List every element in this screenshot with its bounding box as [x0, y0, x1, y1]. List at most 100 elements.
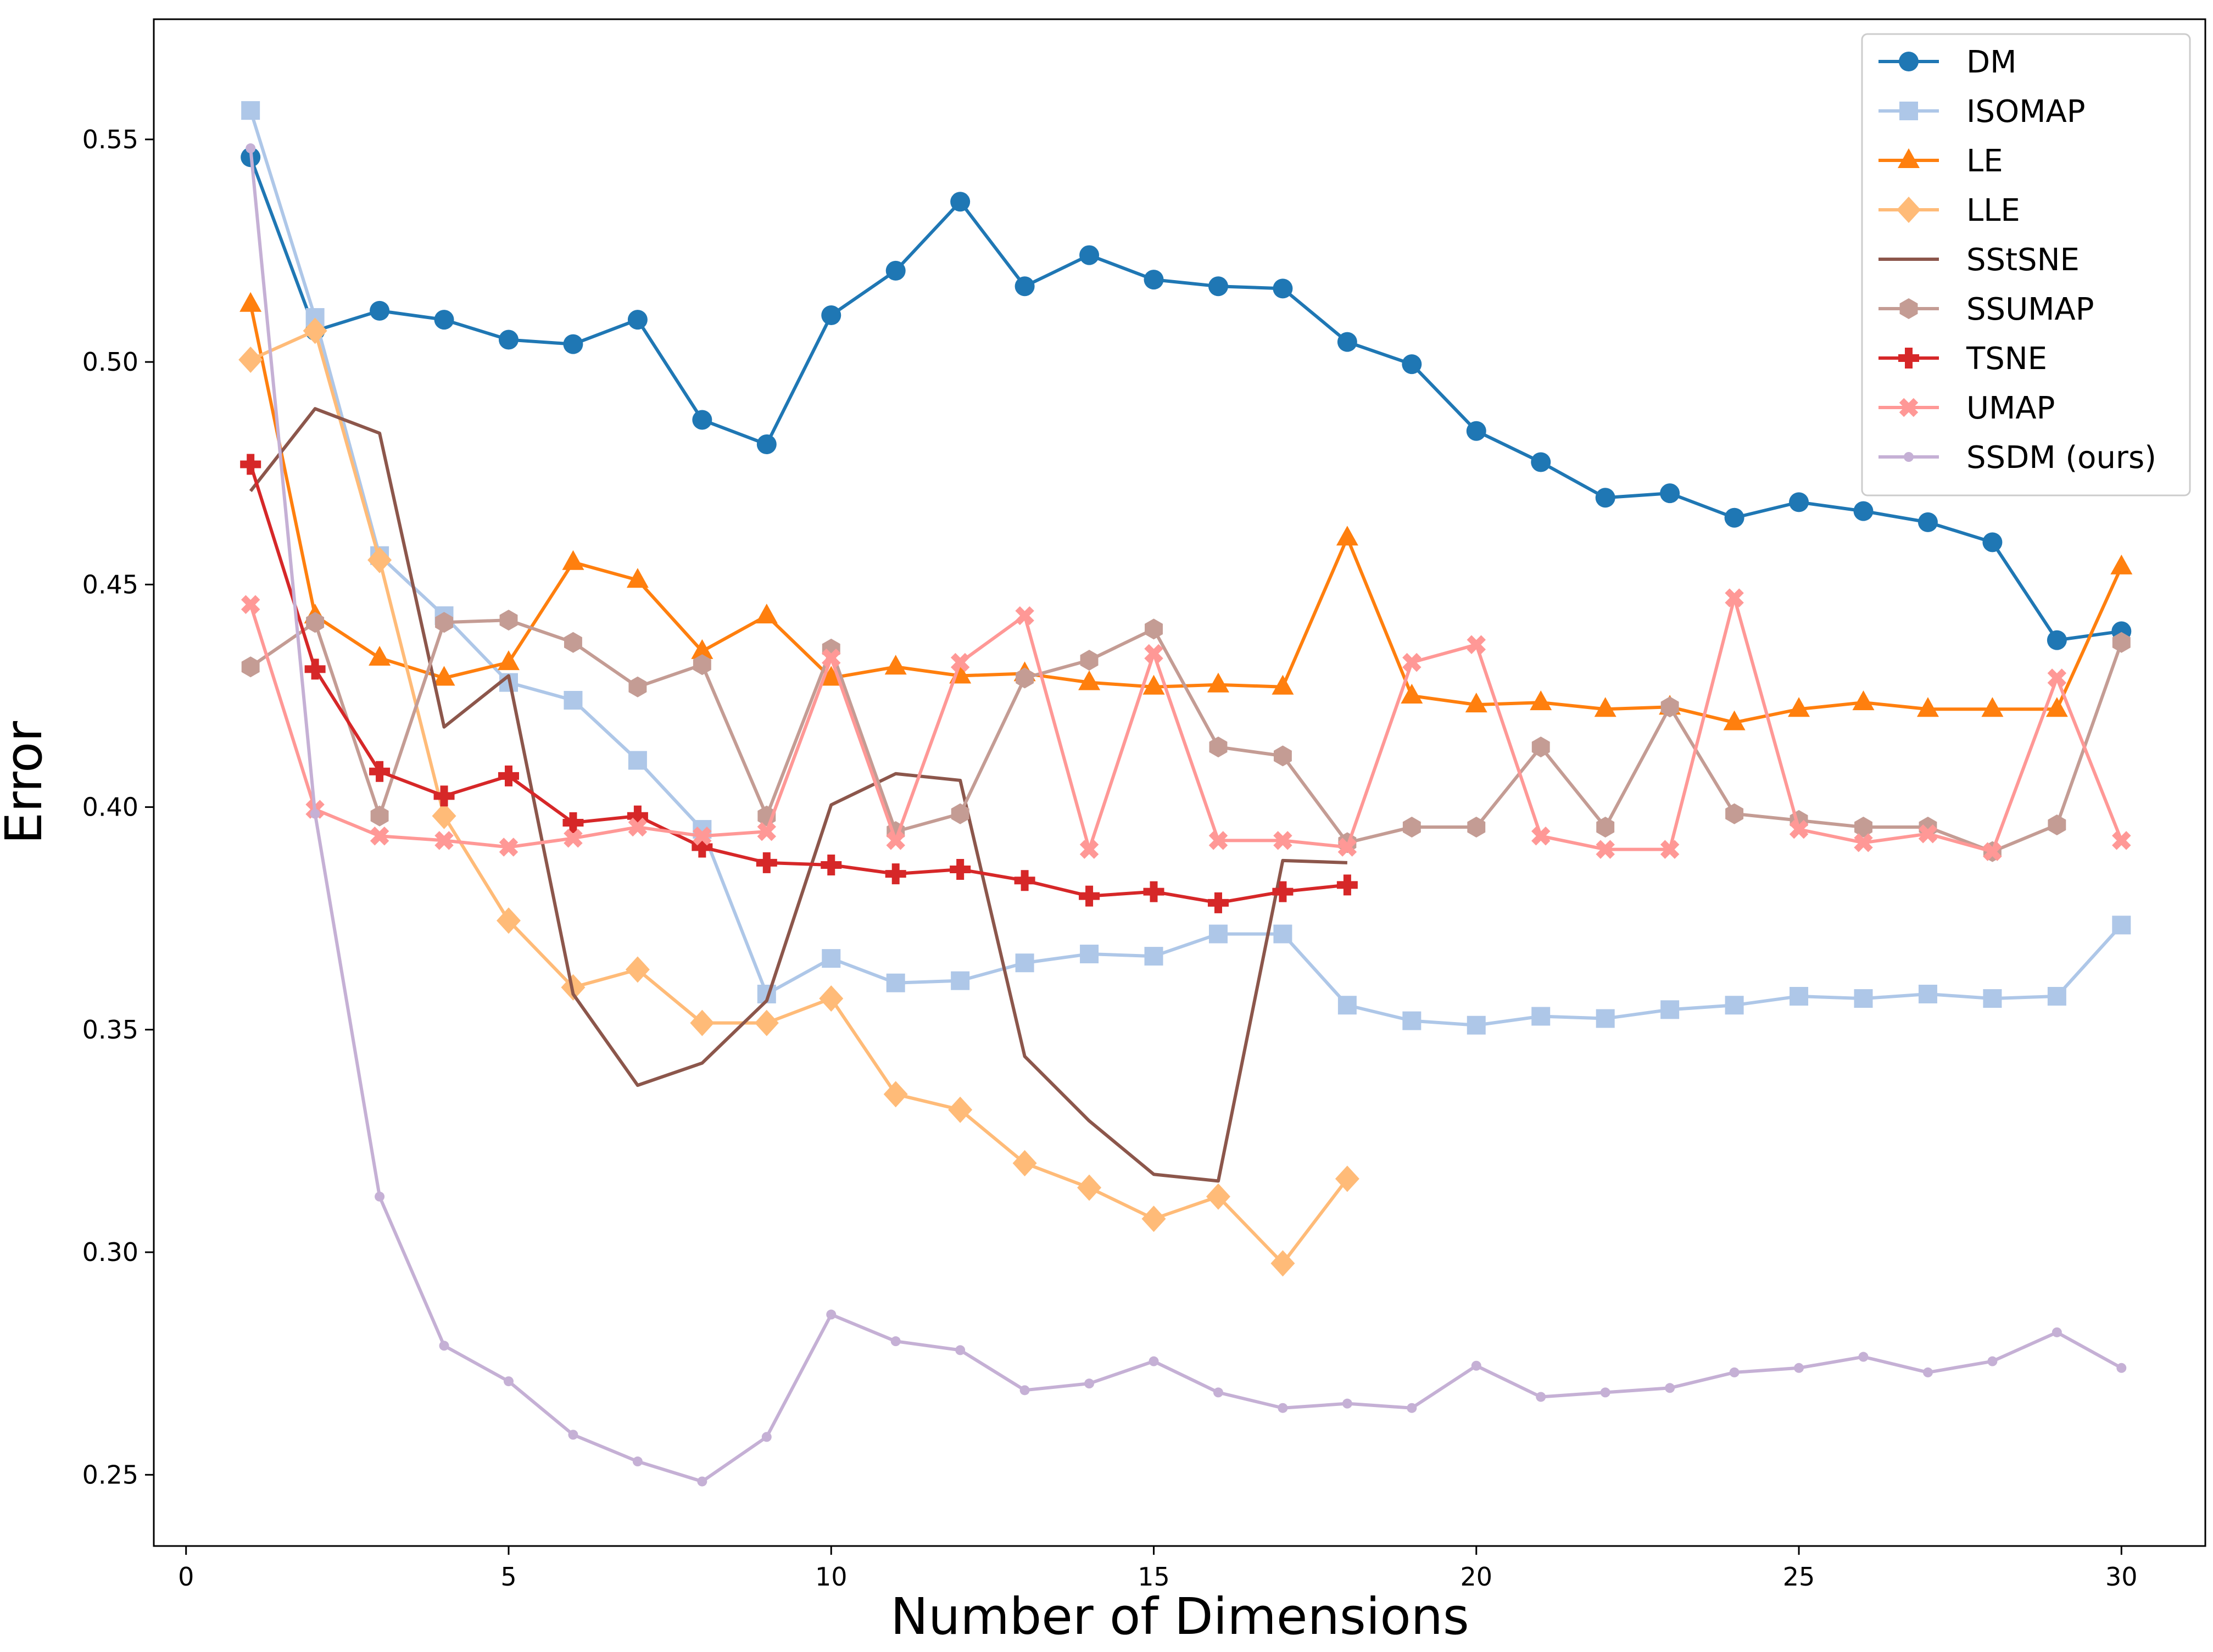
data-point — [1660, 1000, 1680, 1019]
data-point — [1660, 696, 1679, 718]
data-point — [1536, 1392, 1546, 1402]
legend-entry: LLE — [1878, 193, 2020, 228]
data-point — [886, 973, 905, 992]
data-point — [1336, 874, 1358, 896]
data-point — [1530, 690, 1552, 711]
data-point — [951, 971, 970, 990]
series-line — [249, 148, 2122, 1483]
data-point — [1080, 650, 1099, 671]
data-point — [754, 1009, 779, 1036]
legend-entry: SStSNE — [1878, 242, 2080, 278]
x-tick-label: 10 — [815, 1562, 848, 1592]
data-point — [1467, 817, 1486, 838]
data-point — [1143, 881, 1164, 902]
legend-label: TSNE — [1966, 341, 2047, 377]
data-point — [375, 1191, 385, 1202]
data-point — [369, 761, 391, 782]
y-tick-label: 0.50 — [82, 347, 138, 377]
data-point — [1015, 953, 1034, 973]
legend-entry: UMAP — [1878, 390, 2055, 426]
data-point — [1336, 526, 1358, 546]
series-line — [249, 157, 2122, 642]
data-point — [1402, 354, 1422, 375]
data-point — [2112, 632, 2131, 653]
y-axis-title: Error — [0, 721, 53, 844]
data-point — [1983, 989, 2002, 1008]
data-point — [821, 305, 841, 325]
data-point — [693, 654, 711, 676]
data-point — [1918, 984, 1937, 1003]
data-point — [626, 568, 649, 588]
data-point — [241, 101, 260, 120]
legend-label: SSDM (ours) — [1966, 440, 2156, 476]
data-point — [1342, 1398, 1352, 1409]
series-line — [249, 110, 2123, 1027]
data-point — [632, 1456, 643, 1467]
data-point — [1273, 924, 1292, 944]
legend-label: LE — [1966, 143, 2003, 179]
data-point — [499, 838, 519, 857]
data-point — [435, 612, 453, 633]
data-point — [1273, 278, 1293, 299]
legend-label: DM — [1966, 44, 2016, 80]
data-point — [948, 1096, 973, 1123]
data-point — [433, 666, 455, 686]
data-point — [499, 610, 518, 631]
legend-marker — [1899, 398, 1919, 417]
data-point — [564, 829, 583, 848]
data-point — [1858, 1352, 1869, 1362]
data-point — [625, 956, 650, 983]
data-point — [951, 803, 969, 824]
data-point — [692, 836, 713, 858]
legend-marker — [1898, 348, 1919, 369]
data-point — [1853, 501, 1874, 521]
data-point — [1149, 1356, 1159, 1366]
data-point — [1335, 1165, 1359, 1192]
data-point — [1790, 987, 1809, 1006]
data-point — [757, 822, 777, 841]
legend-label: ISOMAP — [1966, 94, 2086, 130]
data-point — [627, 310, 648, 330]
y-tick-label: 0.35 — [82, 1015, 138, 1045]
data-point — [1079, 245, 1100, 265]
series-line — [249, 329, 1349, 1265]
data-point — [240, 454, 261, 475]
y-axis: 0.25 0.30 0.35 0.40 0.45 0.50 0.55 — [82, 125, 154, 1489]
data-point — [1918, 824, 1938, 844]
data-point — [1917, 512, 1938, 532]
data-point — [950, 652, 970, 672]
data-point — [496, 907, 521, 934]
data-point — [884, 655, 907, 675]
series-dm — [241, 147, 2132, 650]
series-isomap — [241, 101, 2131, 1035]
data-point — [1854, 817, 1872, 838]
data-point — [755, 604, 778, 624]
data-point — [886, 831, 905, 850]
data-point — [367, 546, 392, 573]
data-point — [241, 656, 260, 678]
data-point — [1207, 892, 1229, 913]
data-point — [303, 317, 327, 344]
data-point — [1144, 644, 1163, 663]
y-tick-label: 0.30 — [82, 1237, 138, 1267]
data-point — [1789, 492, 1809, 512]
data-point — [1078, 670, 1101, 690]
data-point — [1725, 996, 1744, 1015]
data-point — [370, 827, 389, 846]
data-point — [239, 292, 262, 312]
data-point — [564, 632, 582, 653]
data-point — [692, 410, 712, 430]
data-point — [1660, 840, 1680, 859]
data-point — [432, 802, 456, 829]
x-axis: 0 5 10 15 20 25 30 — [178, 1546, 2138, 1592]
data-point — [1208, 924, 1228, 944]
data-point — [1209, 736, 1228, 758]
data-point — [564, 691, 583, 710]
data-point — [1983, 842, 2002, 861]
series-lle — [238, 317, 1359, 1277]
data-point — [1665, 1383, 1675, 1393]
data-point — [756, 434, 777, 455]
data-point — [1724, 507, 1744, 528]
x-axis-title: Number of Dimensions — [890, 1587, 1469, 1646]
data-point — [2047, 630, 2067, 650]
